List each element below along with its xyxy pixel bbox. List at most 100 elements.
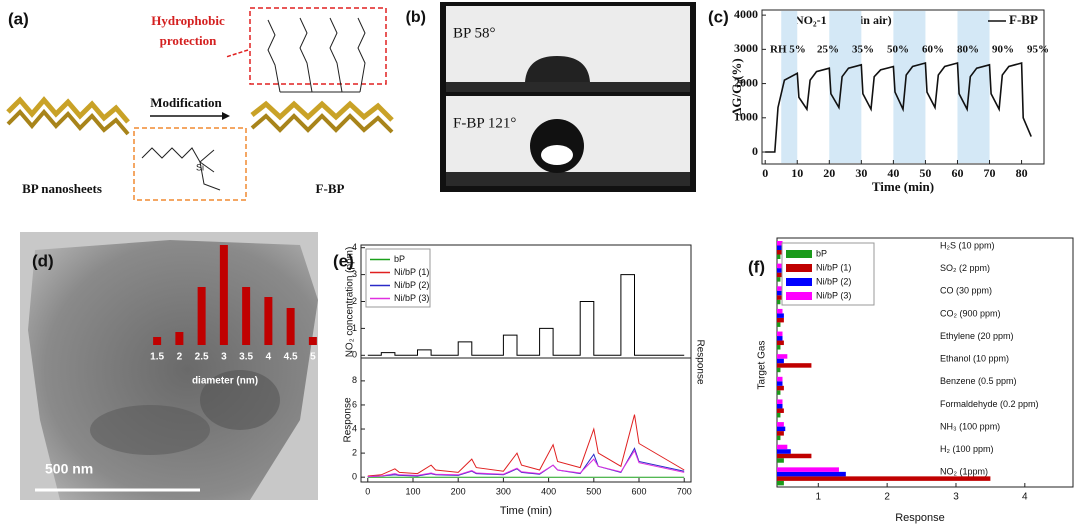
bar <box>777 476 991 481</box>
legend-label: Ni/bP (3) <box>394 293 429 303</box>
bar <box>777 290 784 296</box>
right-axis-label: Response <box>694 339 705 384</box>
panel-f: (f) Response Target Gas 1 2 3 4 H₂S (10 ppm)… <box>748 237 1074 524</box>
caption: BP nanosheets <box>22 181 102 196</box>
panel-b: (b) BP 58° F-BP 121° <box>406 2 696 192</box>
caption: F-BP <box>316 181 345 196</box>
bar <box>777 408 784 413</box>
x-tick-label: 30 <box>855 166 867 180</box>
data-line <box>367 274 685 356</box>
x-tick-label: 3.5 <box>239 352 253 363</box>
x-tick-label: 4.5 <box>284 352 298 363</box>
y-tick-label: 2000 <box>734 75 758 89</box>
bar <box>777 295 786 300</box>
bar <box>777 263 783 269</box>
legend-swatch <box>786 292 812 300</box>
annotation: 95% <box>1027 44 1049 56</box>
y-tick-label: 4 <box>352 423 357 433</box>
legend-label: F-BP <box>1009 12 1038 27</box>
category-label: CO (30 ppm) <box>940 286 992 296</box>
bar <box>777 412 781 418</box>
x-tick-label: 5 <box>310 352 316 363</box>
y-tick-label: 1000 <box>734 110 758 124</box>
tem-feature <box>90 405 210 455</box>
y-axis-label: Target Gas <box>757 341 768 390</box>
molecule <box>141 147 221 191</box>
photo-label: F-BP 121° <box>453 115 516 131</box>
category-label: Ethylene (20 ppm) <box>940 331 1014 341</box>
panel-label: (f) <box>748 257 765 276</box>
bar <box>777 431 784 436</box>
x-tick-label: 80 <box>1016 166 1028 180</box>
bar <box>777 449 791 454</box>
legend-box <box>365 248 431 308</box>
arrow-head <box>222 112 230 120</box>
bar <box>777 385 784 391</box>
y-tick-label: 0 <box>352 350 357 360</box>
y-tick-label: 3000 <box>734 41 758 55</box>
x-tick-label: 50 <box>919 166 931 180</box>
bar <box>777 313 784 318</box>
x-tick-label: 4 <box>266 352 272 363</box>
bar <box>777 453 812 459</box>
y-tick-label: 0 <box>752 144 758 158</box>
arrow-label: Modification <box>150 95 222 110</box>
scale-label: 500 nm <box>45 461 93 477</box>
atom-label: Si <box>196 162 204 172</box>
x-tick-label: 0 <box>762 166 768 180</box>
bar <box>777 458 784 463</box>
legend-label: bP <box>816 248 827 258</box>
x-tick-label: 60 <box>951 166 963 180</box>
bar <box>308 337 317 345</box>
category-label: NO₂ (1ppm) <box>940 467 988 477</box>
x-tick-label: 2.5 <box>195 352 209 363</box>
category-label: H₂S (10 ppm) <box>940 240 995 250</box>
shaded-band <box>893 11 926 163</box>
bar <box>777 422 784 427</box>
annotation: 35% <box>852 44 874 56</box>
x-tick-label: 500 <box>586 486 601 496</box>
x-tick-label: 40 <box>887 166 899 180</box>
y-axis-label: ΔG/G₀(%) <box>729 58 744 116</box>
panel-label: (b) <box>406 9 426 26</box>
y-tick-label: 2 <box>352 296 357 306</box>
legend-label: bP <box>394 254 405 264</box>
bar <box>777 435 781 441</box>
x-tick-label: 200 <box>451 486 466 496</box>
y-tick-label: 8 <box>352 375 357 385</box>
x-tick-label: 3 <box>953 492 959 503</box>
data-line <box>367 449 685 478</box>
panel-d: 500 nm (d) diameter (nm) 1.5 2 2.5 3 3.5 4 4.5… <box>20 232 318 500</box>
annotation: 60% <box>922 44 944 56</box>
panel-a: (a) Hydrophobic protection Modification … <box>6 7 394 201</box>
bar <box>777 358 784 364</box>
legend-label: Ni/bP (2) <box>394 280 429 290</box>
x-tick-label: 10 <box>791 166 803 180</box>
droplet <box>525 56 590 82</box>
y-tick-label: 0 <box>352 472 357 482</box>
x-tick-label: 70 <box>984 166 996 180</box>
x-tick-label: 20 <box>823 166 835 180</box>
bar <box>777 272 784 278</box>
fbp-sheet <box>250 113 394 134</box>
bar <box>777 345 781 350</box>
x-axis-label: Response <box>895 512 945 524</box>
bar <box>777 403 783 409</box>
bar <box>153 337 162 345</box>
y-tick-label: 1 <box>352 323 357 333</box>
bar <box>777 367 781 373</box>
data-line <box>367 414 685 477</box>
bar <box>286 308 295 345</box>
substrate <box>446 172 690 186</box>
protection-box <box>249 7 387 85</box>
bar <box>777 317 784 323</box>
bar <box>197 287 206 345</box>
x-tick-label: 600 <box>631 486 646 496</box>
legend-swatch <box>786 278 812 286</box>
bar <box>777 381 783 386</box>
bar <box>777 426 786 432</box>
bar <box>777 331 783 337</box>
category-label: Formaldehyde (0.2 ppm) <box>940 399 1039 409</box>
bar <box>777 376 783 382</box>
